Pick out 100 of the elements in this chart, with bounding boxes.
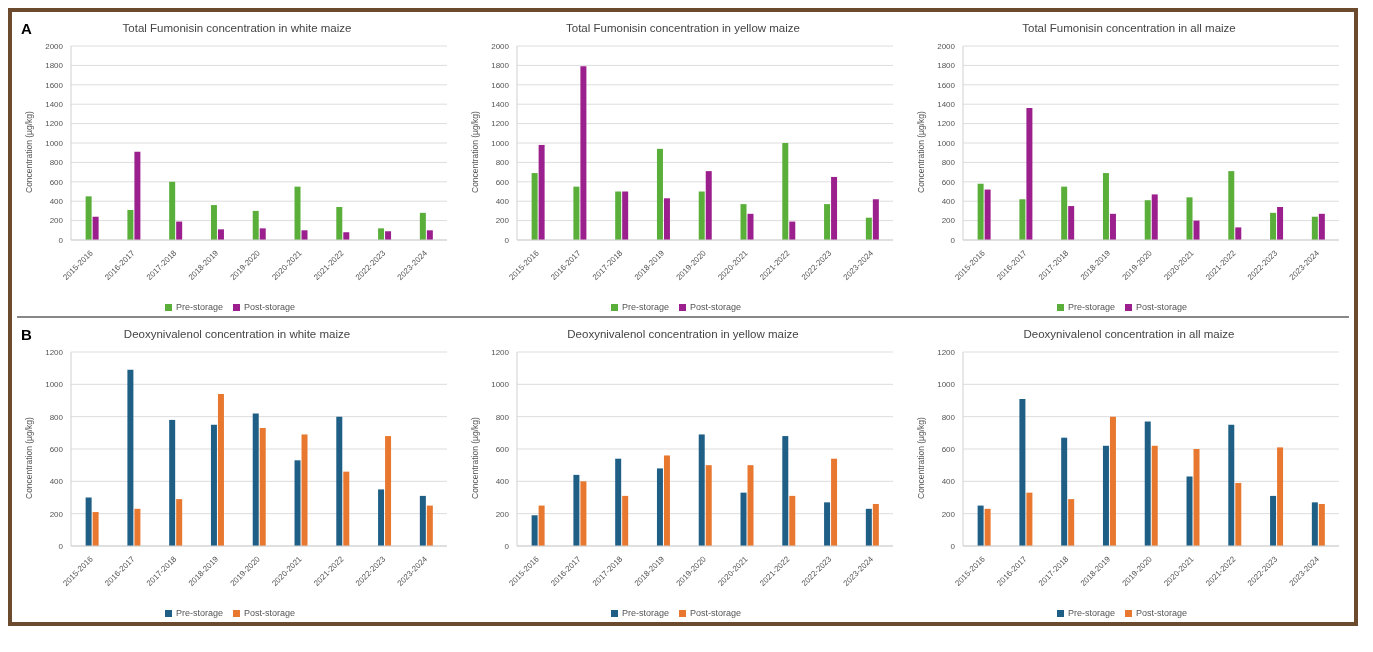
bar [176, 221, 183, 240]
bar [294, 186, 301, 240]
bar [656, 148, 663, 240]
bar [1019, 199, 1026, 240]
y-tick-label: 1400 [491, 100, 510, 110]
legend-label: Post-storage [690, 608, 742, 618]
chart-title: Deoxynivalenol concentration in all maize [1022, 327, 1236, 342]
legend-label: Pre-storage [621, 302, 669, 312]
bar [301, 434, 308, 546]
bar [977, 183, 984, 240]
bar [259, 427, 266, 546]
bar [1193, 220, 1200, 240]
bar [169, 181, 176, 240]
y-tick-label: 400 [941, 197, 956, 207]
bar [538, 505, 545, 546]
bar [573, 186, 580, 240]
y-tick-label: 400 [49, 477, 64, 487]
y-tick-label: 600 [495, 177, 510, 187]
bar [1109, 213, 1116, 240]
y-tick-label: 800 [941, 158, 956, 168]
legend-label: Post-storage [1136, 608, 1188, 618]
y-tick-label: 1400 [937, 100, 956, 110]
bar [127, 369, 134, 546]
bar [580, 481, 587, 546]
y-tick-label: 1600 [937, 80, 956, 90]
bar [217, 394, 224, 546]
bar [824, 502, 831, 546]
y-tick-label: 800 [49, 158, 64, 168]
chart-title: Deoxynivalenol concentration in white maize [123, 328, 351, 340]
y-tick-label: 1000 [45, 380, 64, 390]
bar [615, 191, 622, 240]
bar [1019, 398, 1026, 546]
bar [831, 458, 838, 546]
bar [622, 191, 629, 240]
bar [1061, 186, 1068, 240]
bar [1061, 437, 1068, 546]
bar [1186, 476, 1193, 546]
text: A [21, 20, 32, 37]
bar [92, 216, 99, 240]
y-tick-label: 1600 [45, 80, 64, 90]
chart-title: Total Fumonisin concentration in yellow maize [565, 21, 801, 36]
bar [615, 458, 622, 546]
y-tick-label: 1000 [937, 380, 956, 390]
bar [1144, 200, 1151, 240]
y-tick-label: 1200 [491, 347, 510, 357]
bar [865, 217, 872, 240]
bar [294, 460, 301, 546]
bar [1193, 449, 1200, 546]
y-tick-label: 1600 [491, 80, 510, 90]
bar [824, 204, 831, 240]
bar [698, 434, 705, 546]
bar [705, 465, 712, 546]
bar [1318, 503, 1325, 546]
y-tick-label: 0 [504, 541, 510, 551]
bar [782, 143, 789, 240]
bar [1277, 447, 1284, 546]
bar [782, 436, 789, 546]
y-tick-label: 400 [495, 477, 510, 487]
y-tick-label: 0 [950, 235, 956, 245]
bar [210, 424, 217, 546]
y-tick-label: 600 [49, 177, 64, 187]
y-tick-label: 200 [495, 216, 510, 226]
y-tick-label: 800 [495, 158, 510, 168]
bar [1228, 171, 1235, 240]
y-tick-label: 1200 [937, 347, 956, 357]
y-axis-title: Concentration (µg/kg) [470, 110, 481, 193]
bar [872, 199, 879, 240]
bar [336, 416, 343, 546]
bar [426, 505, 433, 546]
y-tick-label: 2000 [491, 41, 510, 51]
bar [419, 212, 426, 240]
y-tick-label: 1200 [937, 119, 956, 129]
y-tick-label: 800 [941, 412, 956, 422]
bar [252, 210, 259, 240]
y-tick-label: 800 [495, 412, 510, 422]
y-tick-label: 600 [941, 177, 956, 187]
legend-label: Post-storage [1136, 302, 1188, 312]
bar [1151, 445, 1158, 546]
bar [176, 499, 183, 546]
bar [656, 468, 663, 546]
y-axis-title: Concentration (µg/kg) [24, 416, 35, 499]
bar [831, 176, 838, 240]
bar [1102, 445, 1109, 546]
bar [663, 198, 670, 240]
y-tick-label: 0 [58, 541, 64, 551]
y-tick-label: 200 [941, 509, 956, 519]
legend-label: Pre-storage [1067, 608, 1115, 618]
bar [217, 229, 224, 240]
bar [573, 474, 580, 546]
bar [378, 228, 385, 240]
legend-label: Pre-storage [175, 608, 223, 618]
bar [663, 455, 670, 546]
bar [378, 489, 385, 546]
y-axis-title: Concentration (µg/kg) [916, 110, 927, 193]
bar [1311, 216, 1318, 240]
bar [1026, 108, 1033, 240]
y-tick-label: 400 [495, 197, 510, 207]
bar [419, 495, 426, 546]
chart-title: Deoxynivalenol concentration in yellow maize [566, 327, 800, 342]
y-tick-label: 1000 [45, 138, 64, 148]
